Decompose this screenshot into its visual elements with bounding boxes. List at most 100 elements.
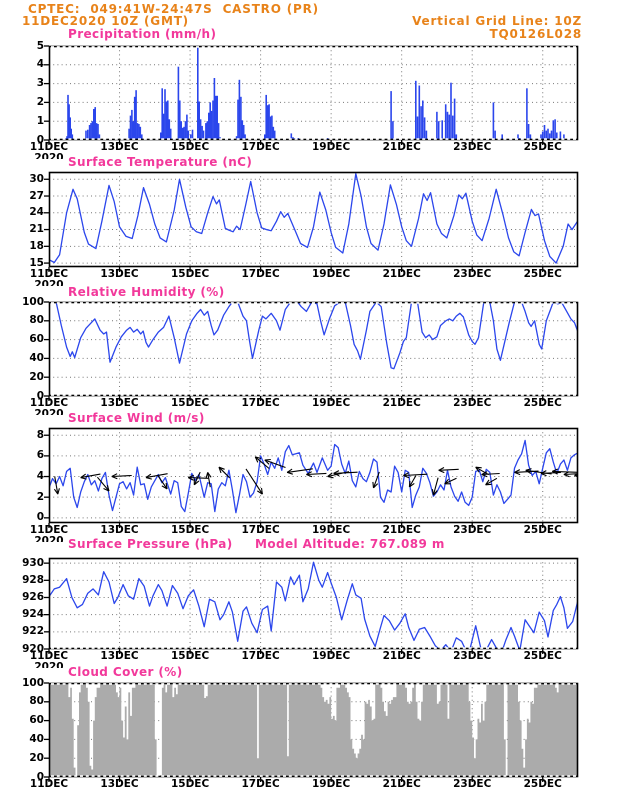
- cloud-cover-title: Cloud Cover (%): [68, 665, 183, 679]
- x-tick-label: 11DEC: [29, 397, 69, 409]
- surface-temperature-plot: [44, 171, 579, 272]
- station-header: CPTEC: 049:41W-24:47S CASTRO (PR): [28, 2, 319, 16]
- x-tick-label: 25DEC: [523, 778, 562, 790]
- x-tick-label: 23DEC: [453, 778, 492, 790]
- x-tick-label: 23DEC: [453, 397, 492, 409]
- x-tick-label: 17DEC: [241, 268, 280, 280]
- y-tick-label: 928: [22, 573, 44, 586]
- x-tick-label: 19DEC: [311, 397, 351, 409]
- x-axis-year-label: 2020: [34, 280, 64, 286]
- x-tick-label: 25DEC: [523, 650, 562, 662]
- x-tick-label: 13DEC: [100, 397, 139, 409]
- x-tick-label: 11DEC: [29, 141, 69, 153]
- x-tick-label: 21DEC: [382, 650, 421, 662]
- x-tick-label: 11DEC: [29, 778, 69, 790]
- y-tick-label: 922: [22, 625, 44, 638]
- y-tick-label: 20: [29, 751, 44, 764]
- y-tick-label: 30: [29, 172, 44, 185]
- x-tick-label: 17DEC: [241, 141, 280, 153]
- x-tick-label: 23DEC: [453, 524, 492, 536]
- y-tick-label: 80: [29, 695, 44, 708]
- y-tick-label: 24: [29, 206, 44, 219]
- y-tick-label: 100: [22, 676, 44, 689]
- y-tick-label: 60: [29, 714, 44, 727]
- y-tick-label: 100: [22, 295, 44, 308]
- x-axis-year-label: 2020: [34, 153, 64, 159]
- x-tick-label: 25DEC: [523, 268, 562, 280]
- x-tick-label: 17DEC: [241, 778, 280, 790]
- y-tick-label: 1: [36, 114, 44, 127]
- y-tick-label: 924: [22, 608, 44, 621]
- model-altitude-label: Model Altitude: 767.089 m: [255, 537, 445, 551]
- y-tick-label: 930: [22, 556, 44, 569]
- y-tick-label: 926: [22, 591, 44, 603]
- x-tick-label: 21DEC: [382, 524, 421, 536]
- x-tick-label: 15DEC: [170, 268, 210, 280]
- y-tick-label: 920: [22, 642, 44, 655]
- y-tick-label: 5: [36, 39, 44, 52]
- y-tick-label: 40: [29, 732, 44, 745]
- x-tick-label: 15DEC: [170, 141, 210, 153]
- x-tick-label: 17DEC: [241, 650, 280, 662]
- surface-temperature-title: Surface Temperature (nC): [68, 155, 253, 169]
- surface-pressure-plot: [44, 557, 579, 654]
- x-tick-label: 21DEC: [382, 268, 421, 280]
- x-tick-label: 23DEC: [453, 268, 492, 280]
- x-tick-label: 19DEC: [311, 650, 351, 662]
- model-run-code: TQ0126L028: [489, 27, 582, 41]
- x-tick-label: 15DEC: [170, 524, 210, 536]
- y-tick-label: 40: [29, 351, 44, 364]
- x-tick-label: 19DEC: [311, 268, 351, 280]
- y-tick-label: 15: [29, 256, 44, 269]
- x-tick-label: 17DEC: [241, 524, 280, 536]
- relative-humidity-plot: [44, 301, 579, 401]
- vertical-grid-note: Vertical Grid Line: 10Z: [412, 14, 582, 28]
- x-tick-label: 15DEC: [170, 397, 210, 409]
- x-tick-label: 19DEC: [311, 524, 351, 536]
- x-tick-label: 13DEC: [100, 268, 139, 280]
- x-tick-label: 11DEC: [29, 524, 69, 536]
- x-tick-label: 15DEC: [170, 778, 210, 790]
- relative-humidity-title: Relative Humidity (%): [68, 285, 225, 299]
- y-tick-label: 6: [36, 449, 44, 462]
- x-tick-label: 13DEC: [100, 650, 139, 662]
- x-tick-label: 11DEC: [29, 650, 69, 662]
- x-tick-label: 21DEC: [382, 397, 421, 409]
- y-tick-label: 27: [29, 189, 44, 202]
- x-tick-label: 17DEC: [241, 397, 280, 409]
- x-tick-label: 15DEC: [170, 650, 210, 662]
- surface-wind-title: Surface Wind (m/s): [68, 411, 205, 425]
- y-tick-label: 0: [36, 770, 44, 783]
- x-tick-label: 19DEC: [311, 141, 351, 153]
- x-axis-year-label: 2020: [34, 662, 64, 668]
- x-tick-label: 13DEC: [100, 141, 139, 153]
- x-tick-label: 11DEC: [29, 268, 69, 280]
- precipitation-plot: [44, 45, 579, 145]
- cloud-cover-plot: [44, 682, 579, 782]
- precipitation-title: Precipitation (mm/h): [68, 27, 217, 41]
- y-tick-label: 0: [36, 133, 44, 146]
- x-axis-year-label: 2020: [34, 409, 64, 415]
- x-tick-label: 25DEC: [523, 141, 562, 153]
- x-axis-year-label: 2020: [34, 536, 64, 542]
- x-tick-label: 13DEC: [100, 524, 139, 536]
- x-tick-label: 13DEC: [100, 778, 139, 790]
- x-tick-label: 19DEC: [311, 778, 351, 790]
- x-tick-label: 21DEC: [382, 141, 421, 153]
- y-tick-label: 21: [29, 223, 44, 236]
- y-tick-label: 20: [29, 370, 44, 383]
- y-tick-label: 2: [36, 490, 44, 503]
- y-tick-label: 60: [29, 333, 44, 346]
- run-datetime-label: 11DEC2020 10Z (GMT): [22, 14, 189, 28]
- x-tick-label: 23DEC: [453, 650, 492, 662]
- y-tick-label: 4: [36, 58, 44, 71]
- x-tick-label: 25DEC: [523, 397, 562, 409]
- y-tick-label: 4: [36, 470, 44, 482]
- y-tick-label: 3: [36, 77, 44, 90]
- x-tick-label: 23DEC: [453, 141, 492, 153]
- surface-pressure-title: Surface Pressure (hPa): [68, 537, 233, 551]
- y-tick-label: 18: [29, 239, 44, 252]
- x-tick-label: 25DEC: [523, 524, 562, 536]
- y-tick-label: 2: [36, 95, 44, 108]
